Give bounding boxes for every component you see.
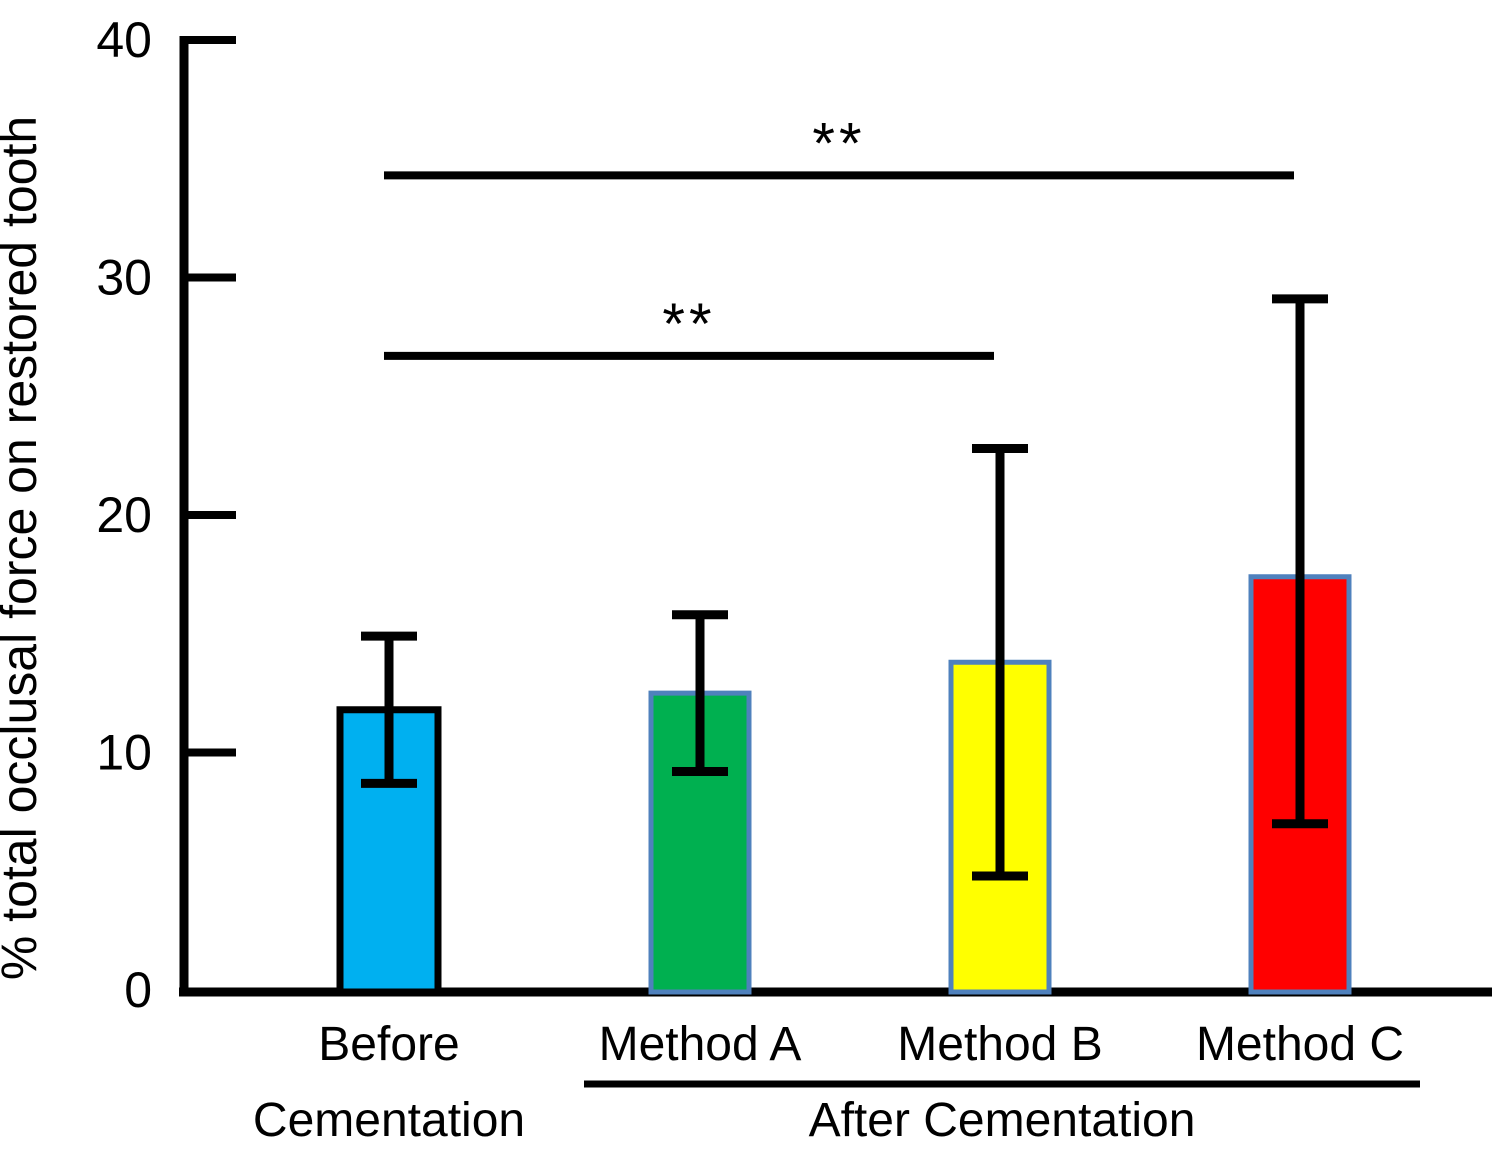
y-tick-label-40: 40 — [96, 12, 152, 68]
x-label-method-b: Method B — [897, 1018, 1102, 1071]
x-label-method-a: Method A — [599, 1018, 802, 1071]
group-label-after-cementation: After Cementation — [809, 1094, 1196, 1147]
y-tick-label-30: 30 — [96, 250, 152, 306]
x-label-before-cementation: Before — [318, 1018, 459, 1071]
y-tick-label-10: 10 — [96, 725, 152, 781]
y-axis-title: % total occlusal force on restored tooth — [0, 116, 47, 980]
y-tick-label-20: 20 — [96, 487, 152, 543]
significance-label-2: ** — [662, 292, 715, 357]
x-label-method-c: Method C — [1196, 1018, 1404, 1071]
y-tick-label-0: 0 — [124, 962, 152, 1018]
x-label-before-cementation-line2: Cementation — [253, 1094, 525, 1147]
significance-label-1: ** — [812, 111, 865, 176]
